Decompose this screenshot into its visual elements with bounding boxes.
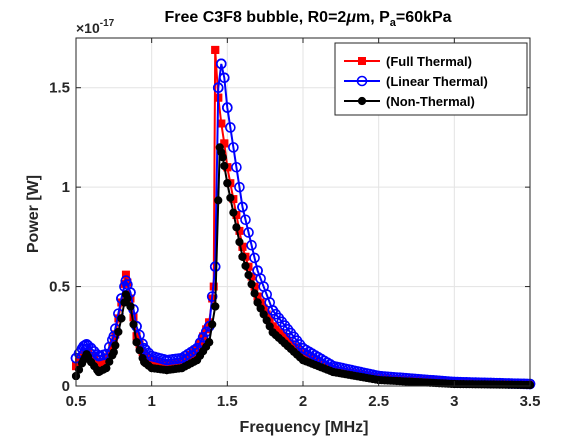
x-tick-label: 0.5 <box>66 393 87 410</box>
series-marker <box>238 252 247 261</box>
series-marker <box>123 294 132 303</box>
series-marker <box>108 351 117 360</box>
series-marker <box>211 45 220 54</box>
series-marker <box>243 227 254 238</box>
series-marker <box>220 161 229 171</box>
legend-box <box>334 42 528 116</box>
series-marker <box>208 320 217 329</box>
series-marker <box>82 340 94 351</box>
series-marker <box>244 270 253 280</box>
series-marker <box>135 346 144 355</box>
series-marker <box>111 341 120 350</box>
series-marker <box>206 291 218 302</box>
x-tick-label: 2.5 <box>368 393 389 410</box>
legend-marker <box>358 57 366 65</box>
series-3 <box>71 143 535 390</box>
series-marker <box>234 181 245 193</box>
series-marker <box>223 179 232 188</box>
series-marker <box>222 102 233 113</box>
legend-entry: (Full Thermal) <box>344 54 472 69</box>
series-marker <box>194 337 206 349</box>
x-tick-label: 3.5 <box>520 393 541 410</box>
y-tick-label: 1.5 <box>49 80 70 97</box>
series-marker <box>231 161 242 173</box>
series-marker <box>237 201 248 213</box>
legend-items: (Full Thermal) (Linear Thermal) (Non-Therm… <box>344 54 488 109</box>
series-marker <box>225 122 236 133</box>
series-marker <box>214 196 223 205</box>
series-marker <box>126 302 135 311</box>
series-marker <box>220 139 229 148</box>
x-tick-label: 3 <box>450 393 458 410</box>
series-marker <box>217 148 226 157</box>
y-tick-label: 1 <box>62 179 70 196</box>
series-marker <box>85 342 97 354</box>
series-marker <box>211 302 220 311</box>
legend-marker <box>357 96 367 106</box>
chart-title: Free C3F8 bubble, R0=2μm, Pa=60kPa <box>164 9 451 29</box>
series-marker <box>197 331 209 343</box>
x-tick-label: 1.5 <box>217 393 238 410</box>
y-tick-label: 0 <box>62 378 70 395</box>
legend: (Full Thermal) (Linear Thermal) (Non-Therm… <box>334 42 528 116</box>
y-axis-exponent: ×10-17 <box>76 18 115 36</box>
series-marker <box>215 58 227 70</box>
series-marker <box>232 223 241 232</box>
series-marker <box>241 261 250 270</box>
y-tick-label: 0.5 <box>49 279 70 296</box>
tick-layer: 0.5 1 1.5 2 2.5 3 3.500.511.5 <box>49 38 540 410</box>
series-marker <box>247 280 256 289</box>
x-tick-label: 1 <box>147 393 155 410</box>
series-marker <box>129 320 138 329</box>
series-marker <box>117 314 126 323</box>
legend-marker <box>356 75 368 87</box>
series-marker <box>246 239 257 251</box>
x-axis-label: Frequency [MHz] <box>240 419 369 436</box>
legend-entry: (Non-Thermal) <box>344 94 475 109</box>
series-marker <box>249 252 260 264</box>
legend-label: (Full Thermal) <box>386 54 472 69</box>
series-marker <box>217 119 226 128</box>
series-marker <box>228 142 239 153</box>
series-marker <box>114 327 123 337</box>
series-marker <box>205 338 214 347</box>
x-tick-label: 2 <box>299 393 307 410</box>
series-marker <box>219 72 230 84</box>
series-marker <box>235 237 244 247</box>
series-marker <box>229 208 238 217</box>
series-marker <box>212 82 224 94</box>
legend-label: (Non-Thermal) <box>386 94 475 109</box>
y-axis-label: Power [W] <box>25 175 42 253</box>
legend-entry: (Linear Thermal) <box>344 74 488 89</box>
series-marker <box>240 214 251 226</box>
legend-label: (Linear Thermal) <box>386 74 488 89</box>
series-marker <box>132 338 141 347</box>
series-marker <box>226 193 235 202</box>
series-marker <box>250 289 259 298</box>
